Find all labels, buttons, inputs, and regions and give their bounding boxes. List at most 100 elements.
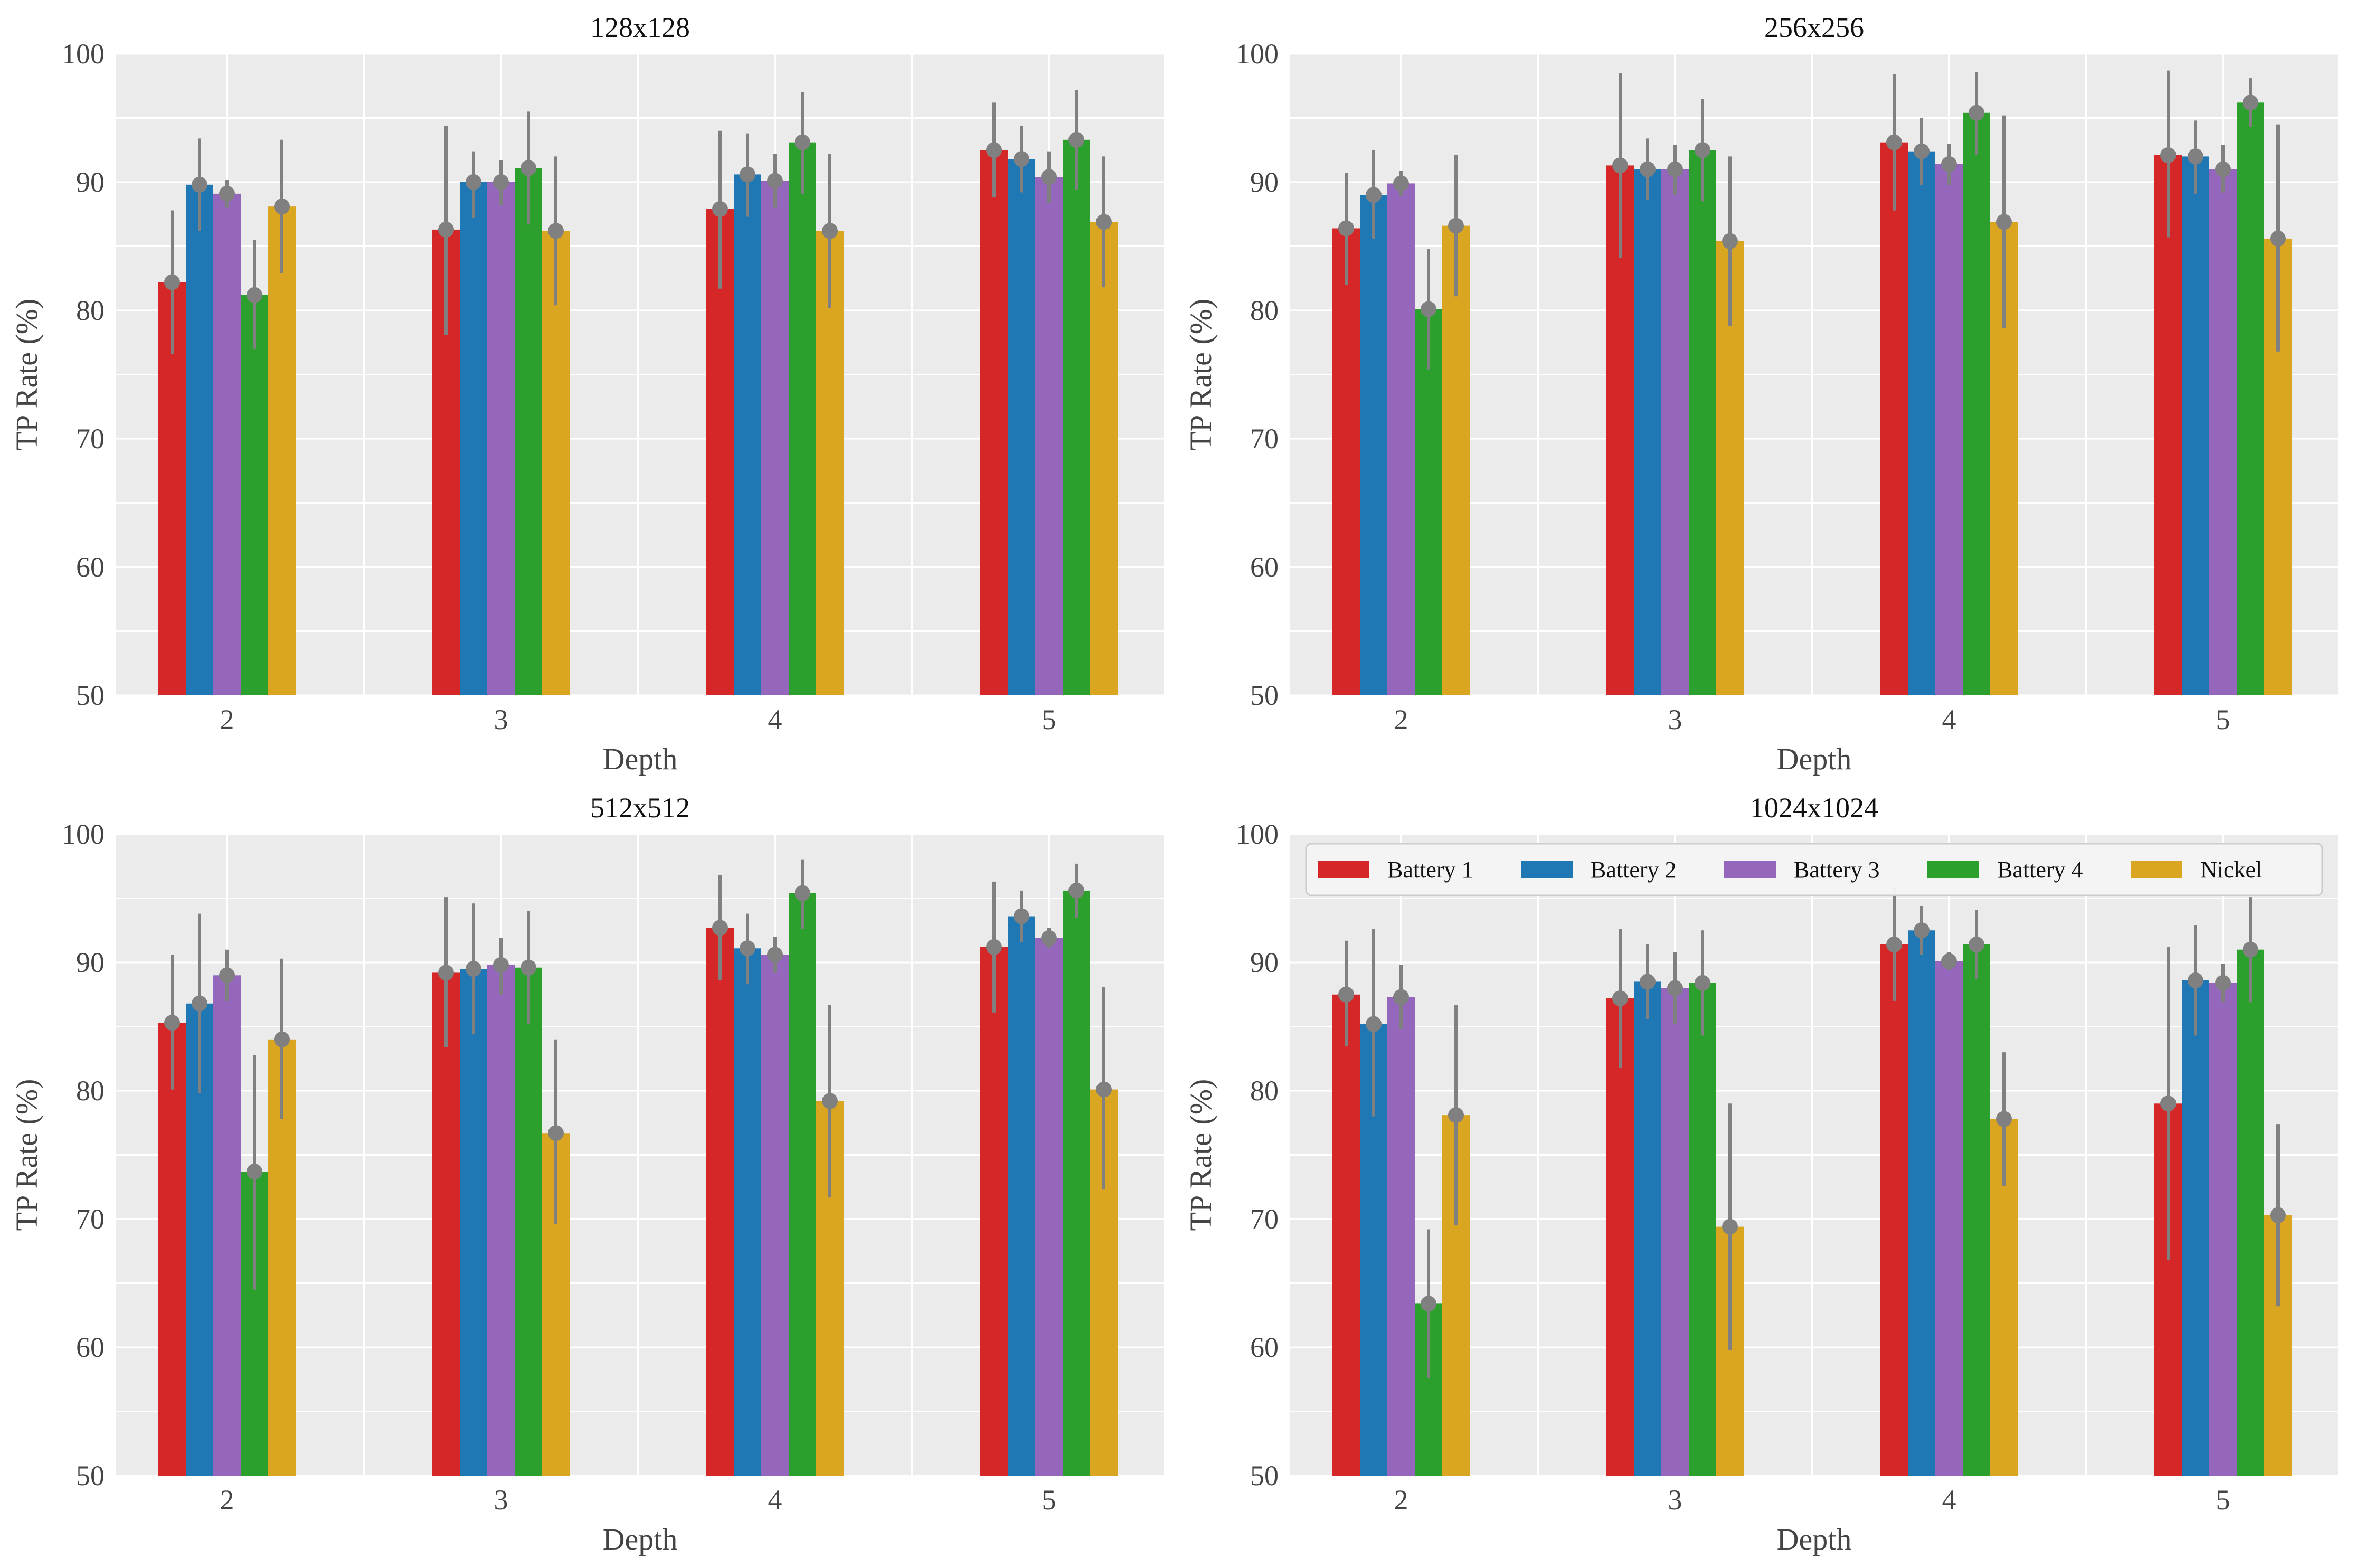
mean-marker — [2215, 161, 2231, 177]
mean-marker — [521, 959, 536, 976]
bar-battery-2 — [186, 184, 213, 695]
mean-marker — [438, 965, 454, 981]
y-tick-label: 50 — [76, 679, 105, 711]
legend-swatch — [1521, 861, 1573, 878]
bar-battery-1 — [980, 150, 1008, 695]
mean-marker — [795, 134, 810, 150]
mean-marker — [1969, 105, 1984, 121]
x-tick-label: 4 — [768, 704, 782, 735]
mean-marker — [1448, 1107, 1464, 1123]
bar-battery-4 — [1689, 150, 1716, 695]
mean-marker — [1068, 882, 1084, 899]
bar-battery-1 — [706, 209, 734, 695]
mean-marker — [1014, 151, 1029, 167]
bar-battery-4 — [515, 168, 542, 695]
y-tick-label: 100 — [62, 38, 105, 70]
bar-nickel — [816, 231, 844, 696]
chart-panel-512x512: 512x512 50 60 70 80 90 100 2 3 4 5 Depth TP Rate (%) — [10, 792, 1164, 1556]
x-axis-label: Depth — [1777, 1522, 1852, 1556]
mean-marker — [274, 1031, 290, 1047]
mean-marker — [1041, 169, 1057, 185]
bar-battery-2 — [1008, 916, 1035, 1476]
mean-marker — [1722, 233, 1738, 249]
chart-panel-256x256: 256x256 50 60 70 80 90 100 2 3 4 5 Depth TP Rate (%) — [1184, 12, 2338, 776]
mean-marker — [2243, 941, 2258, 958]
legend-label: Battery 1 — [1387, 857, 1473, 883]
mean-marker — [2270, 230, 2286, 247]
mean-marker — [1667, 980, 1683, 996]
bar-battery-3 — [487, 965, 515, 1476]
y-tick-label: 70 — [1250, 423, 1279, 455]
y-tick-label: 60 — [76, 551, 105, 583]
y-tick-label: 90 — [1250, 166, 1279, 198]
mean-marker — [438, 221, 454, 238]
mean-marker — [1941, 953, 1957, 969]
mean-marker — [2243, 95, 2258, 111]
bar-battery-3 — [1935, 961, 1963, 1476]
y-tick-label: 50 — [1250, 679, 1279, 711]
mean-marker — [164, 1015, 180, 1031]
y-tick-label: 60 — [76, 1331, 105, 1363]
mean-marker — [1969, 936, 1984, 952]
bar-battery-3 — [1035, 177, 1063, 695]
mean-marker — [986, 142, 1002, 158]
mean-marker — [822, 223, 838, 239]
mean-marker — [1640, 161, 1656, 177]
bar-battery-4 — [2237, 102, 2264, 696]
mean-marker — [1014, 908, 1029, 924]
bar-battery-3 — [2209, 983, 2237, 1476]
mean-marker — [219, 967, 235, 984]
bar-battery-4 — [1063, 890, 1090, 1476]
mean-marker — [1996, 214, 2012, 230]
mean-marker — [1338, 220, 1354, 237]
mean-marker — [2188, 148, 2203, 165]
panel-title: 256x256 — [1764, 12, 1864, 43]
y-tick-label: 90 — [1250, 947, 1279, 978]
y-axis-label: TP Rate (%) — [1184, 1079, 1218, 1231]
mean-marker — [1068, 131, 1084, 148]
bar-battery-3 — [1035, 938, 1063, 1476]
mean-marker — [1941, 156, 1957, 172]
y-axis-label: TP Rate (%) — [1184, 299, 1218, 451]
mean-marker — [1914, 922, 1930, 939]
bar-battery-2 — [2182, 156, 2209, 695]
mean-marker — [1448, 218, 1464, 234]
x-tick-label: 2 — [220, 1484, 234, 1516]
mean-marker — [1338, 986, 1354, 1003]
mean-marker — [822, 1093, 838, 1109]
mean-marker — [1393, 175, 1409, 192]
x-tick-label: 5 — [2216, 704, 2230, 735]
mean-marker — [548, 1125, 564, 1141]
x-tick-label: 5 — [1042, 1484, 1056, 1516]
x-tick-label: 5 — [1042, 704, 1056, 735]
mean-marker — [712, 920, 728, 936]
mean-marker — [1041, 930, 1057, 946]
x-tick-label: 3 — [1668, 1484, 1682, 1516]
bar-battery-2 — [1634, 169, 1661, 695]
x-tick-label: 4 — [1942, 704, 1956, 735]
mean-marker — [2160, 147, 2176, 163]
bar-battery-2 — [1008, 159, 1035, 695]
bar-battery-1 — [1880, 944, 1908, 1476]
bar-battery-3 — [1387, 997, 1415, 1476]
chart-panel-1024x1024: 1024x1024 50 60 70 80 90 100 2 3 4 5 Depth TP Rate (… — [1184, 792, 2338, 1556]
y-axis-label: TP Rate (%) — [10, 1079, 44, 1231]
bar-battery-4 — [1415, 309, 1442, 695]
mean-marker — [767, 173, 783, 189]
mean-marker — [1366, 187, 1382, 203]
legend-label: Battery 4 — [1997, 857, 2083, 883]
y-tick-label: 90 — [76, 166, 105, 198]
bar-battery-4 — [241, 295, 268, 695]
bar-battery-1 — [980, 947, 1008, 1476]
chart-panel-128x128: 128x128 50 60 70 80 90 100 2 3 4 5 Depth TP Rate (%) — [10, 12, 1164, 776]
x-tick-label: 5 — [2216, 1484, 2230, 1516]
mean-marker — [1366, 1016, 1382, 1032]
mean-marker — [740, 166, 755, 183]
legend-box — [1305, 843, 2323, 896]
bar-battery-2 — [1908, 930, 1935, 1476]
bar-battery-1 — [1880, 142, 1908, 695]
y-tick-label: 70 — [76, 1203, 105, 1235]
panel-title: 1024x1024 — [1750, 792, 1878, 824]
mean-marker — [247, 1164, 262, 1180]
bar-battery-2 — [734, 174, 761, 695]
